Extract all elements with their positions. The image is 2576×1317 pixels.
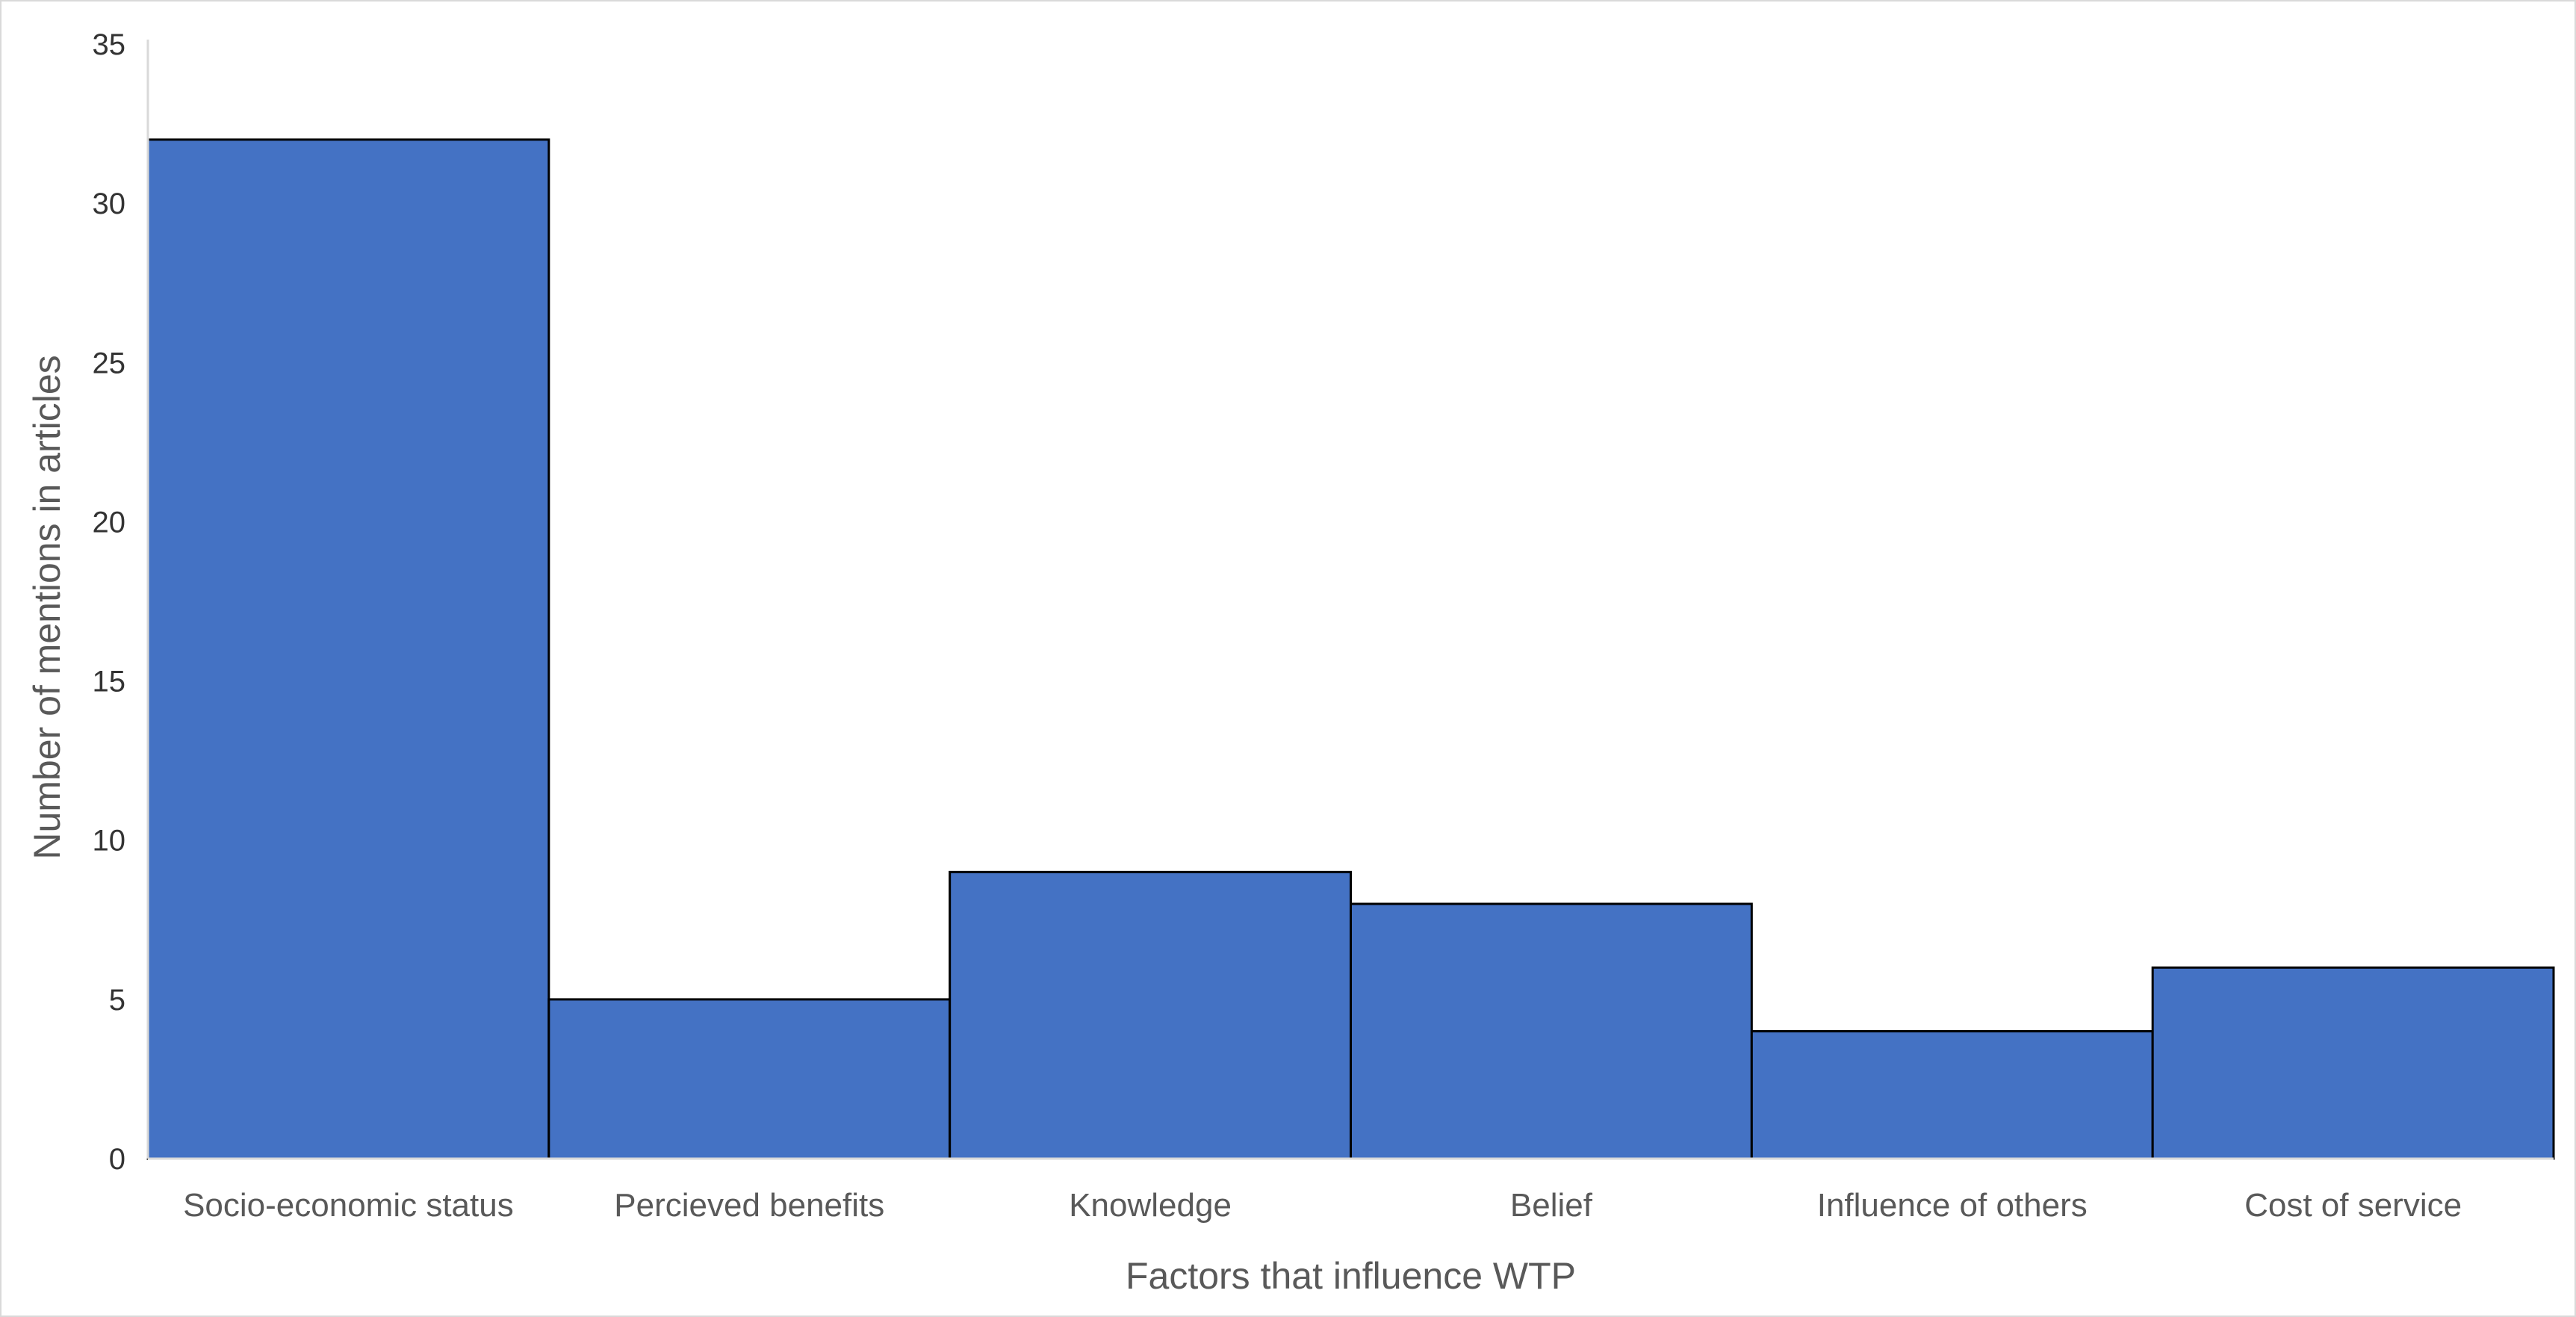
bar xyxy=(547,998,952,1160)
bar xyxy=(949,870,1352,1160)
y-tick-label: 20 xyxy=(93,506,126,539)
y-tick-label: 5 xyxy=(109,984,125,1017)
bar xyxy=(1750,1029,2154,1160)
y-tick-label: 25 xyxy=(93,347,126,379)
x-category-label: Influence of others xyxy=(1817,1187,2088,1224)
x-category-label: Percieved benefits xyxy=(614,1187,884,1224)
y-axis-title: Number of mentions in articles xyxy=(26,355,68,859)
bar xyxy=(2151,966,2555,1160)
bar xyxy=(146,138,550,1160)
y-tick-label: 35 xyxy=(93,28,126,61)
y-axis-ticks: 0 5 10 15 20 25 30 35 xyxy=(93,28,126,1176)
y-tick-label: 30 xyxy=(93,188,126,220)
x-category-label: Belief xyxy=(1510,1187,1593,1224)
x-axis-title: Factors that influence WTP xyxy=(1126,1255,1576,1297)
y-tick-label: 10 xyxy=(93,825,126,858)
x-category-label: Knowledge xyxy=(1069,1187,1232,1224)
bar xyxy=(1350,902,1753,1160)
x-axis-category-labels: Socio-economic status Percieved benefits K… xyxy=(183,1187,2462,1224)
bars-group xyxy=(146,138,2555,1160)
x-category-label: Cost of service xyxy=(2244,1187,2462,1224)
y-tick-label: 15 xyxy=(93,666,126,698)
y-tick-label: 0 xyxy=(109,1143,125,1176)
x-category-label: Socio-economic status xyxy=(183,1187,514,1224)
